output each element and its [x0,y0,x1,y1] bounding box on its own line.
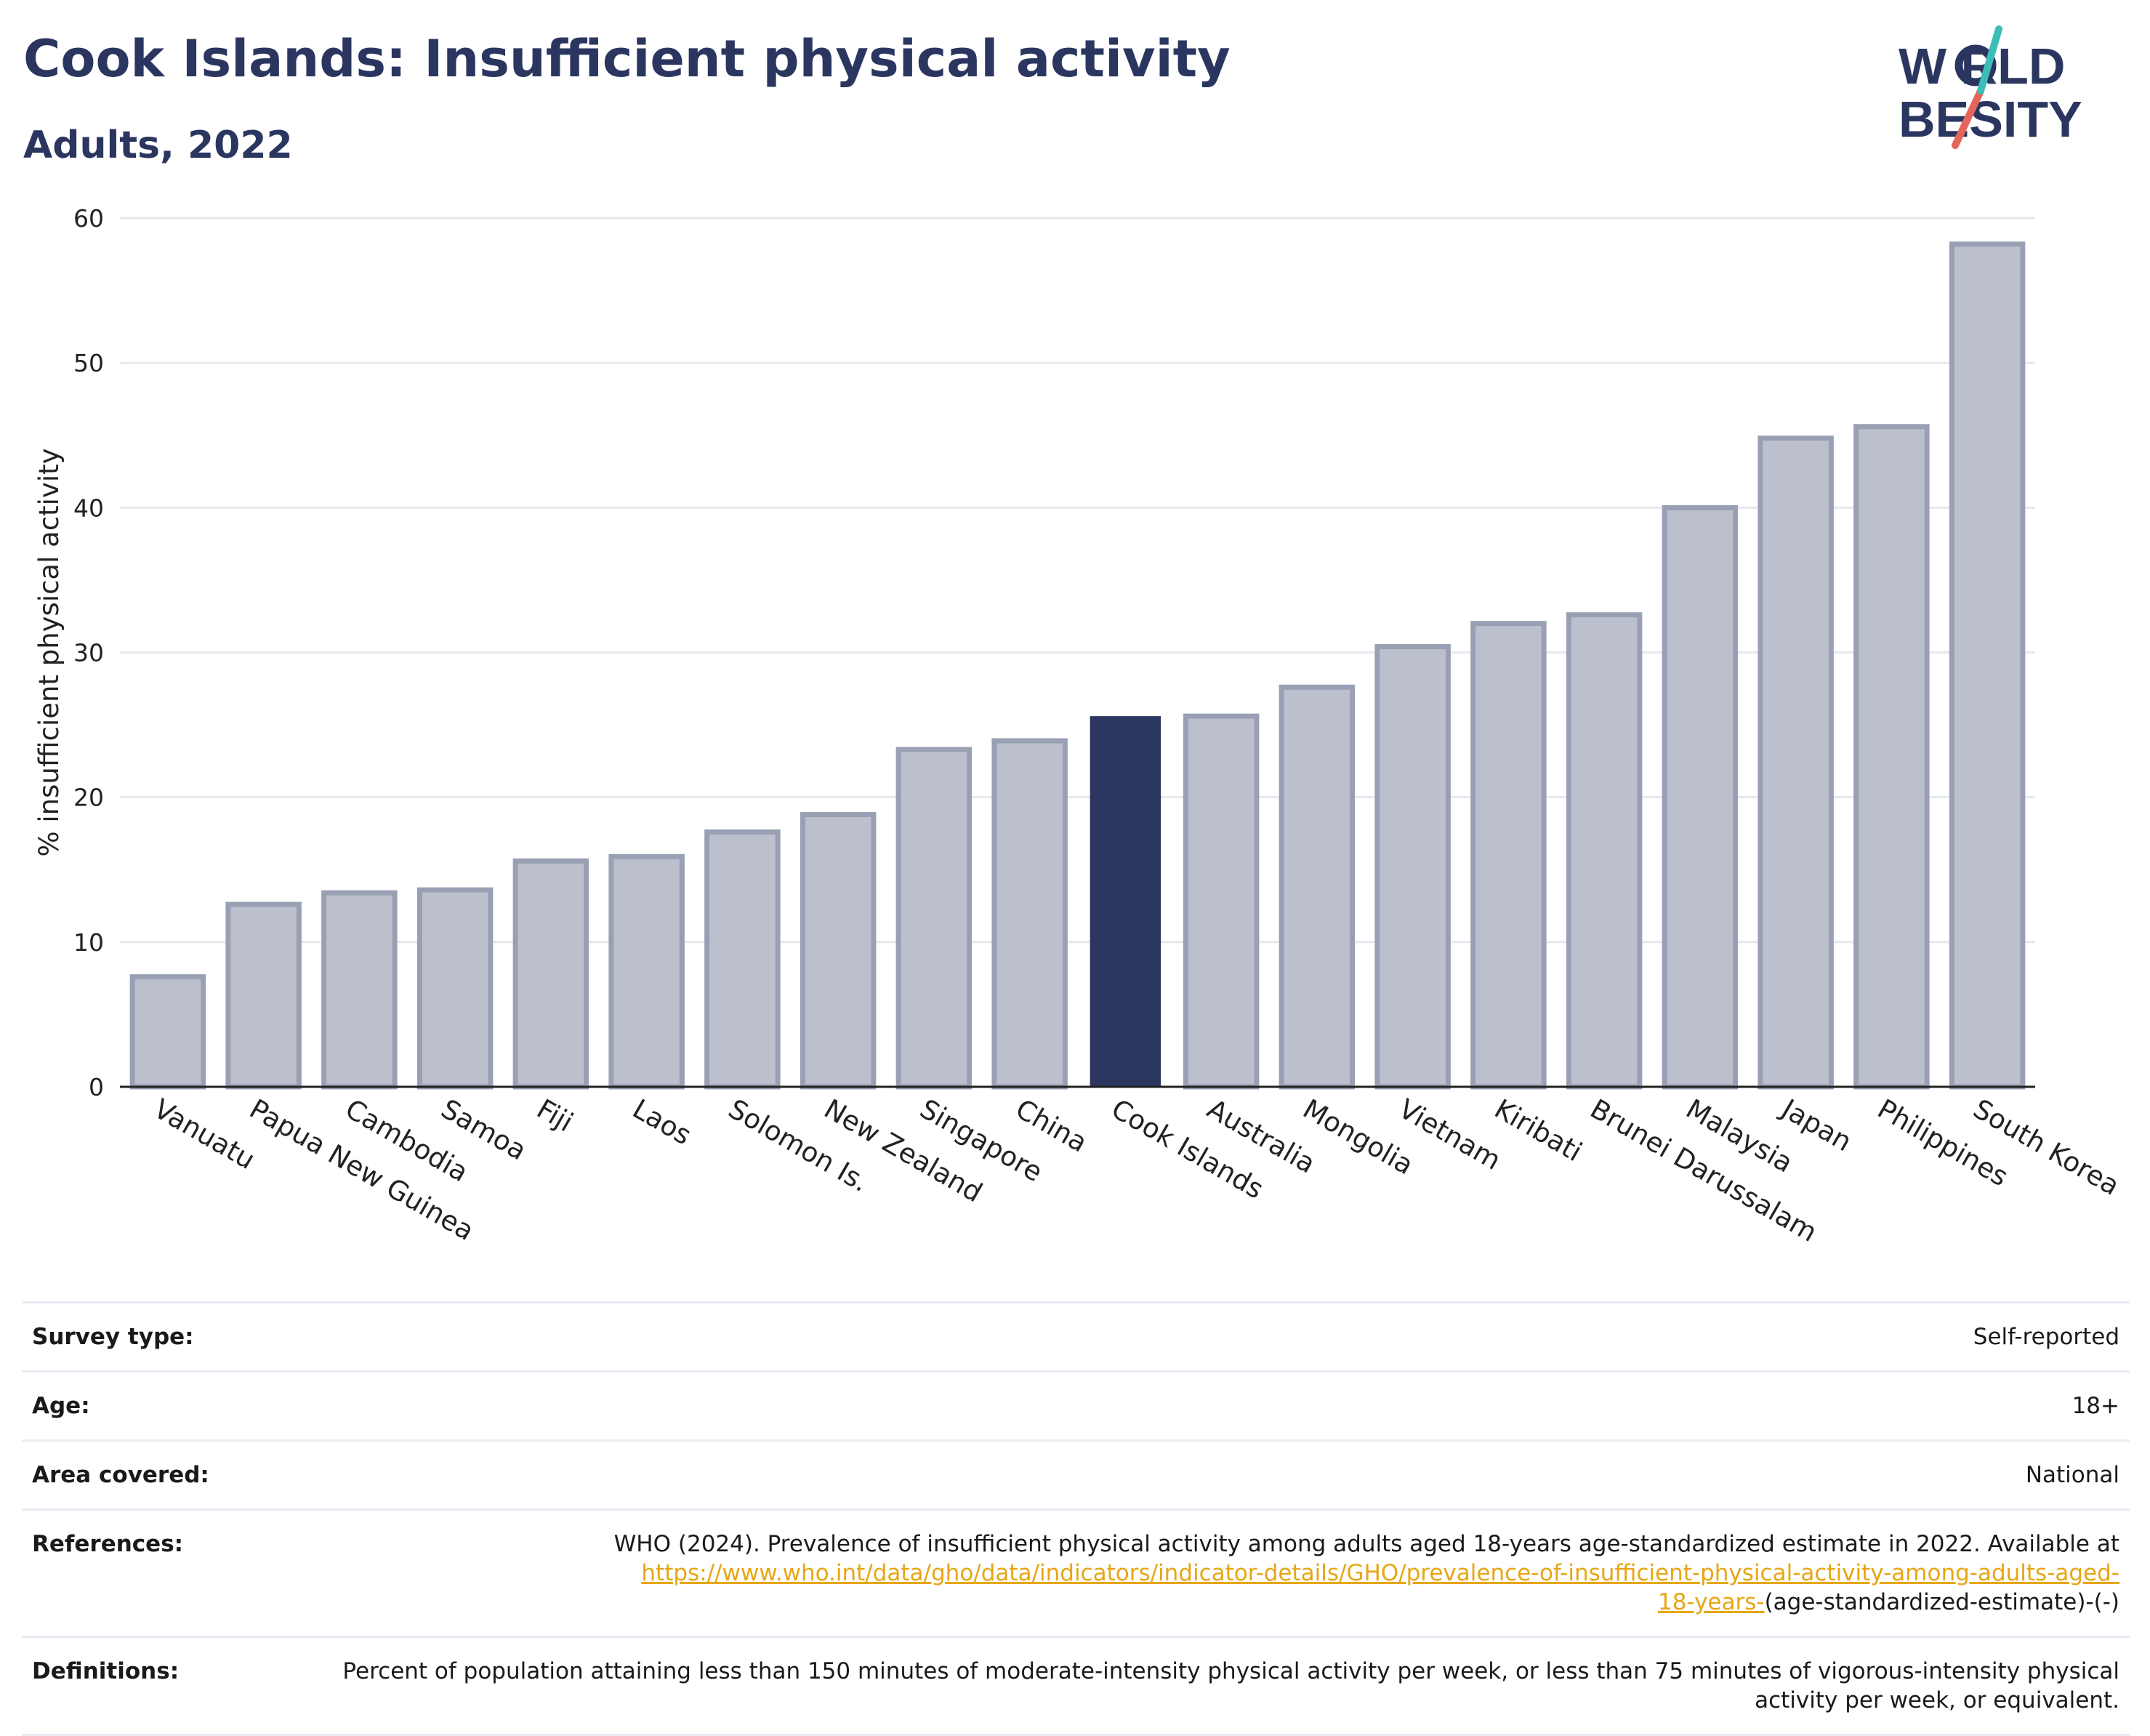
bar-papua-new-guinea [225,901,302,1090]
survey-type-value: Self-reported [260,1301,2130,1373]
x-tick-label: New Zealand [819,1093,988,1209]
page-title: Cook Islands: Insufficient physical acti… [23,29,1231,89]
info-row-area: Area covered: National [22,1439,2130,1511]
bar-vanuatu [129,974,206,1090]
references-tail: (age-standardized-estimate)-(-) [1764,1589,2119,1615]
bar-fiji [512,858,589,1090]
bar-brunei-darussalam [1566,612,1643,1090]
info-row-references: References: WHO (2024). Prevalence of in… [22,1508,2130,1638]
y-tick-label: 30 [73,639,104,667]
bar-kiribati [1470,621,1547,1090]
y-tick-label: 40 [73,494,104,522]
bar-philippines [1853,424,1930,1090]
references-label: References: [22,1508,260,1638]
age-value: 18+ [260,1370,2130,1442]
references-value: WHO (2024). Prevalence of insufficient p… [260,1508,2130,1638]
x-tick-label: Fiji [531,1093,578,1138]
logo-slash-red [1952,87,1984,149]
y-tick-label: 20 [73,784,104,812]
bar-singapore [895,747,973,1090]
bar-china [991,738,1068,1090]
y-tick-labels: 0 10 20 30 40 50 60 [73,204,104,1101]
bar-solomon-is [704,829,781,1090]
bar-laos [608,853,685,1090]
x-tick-label: Kiribati [1489,1093,1587,1168]
logo-o-mark [1954,44,1997,87]
info-row-age: Age: 18+ [22,1370,2130,1442]
bars [129,241,2026,1090]
bar-vietnam [1374,644,1451,1090]
bar-cook-islands [1090,716,1161,1087]
bar-australia [1183,713,1260,1090]
world-obesity-logo: W RLD BESITY [1897,22,2137,153]
y-tick-label: 50 [73,349,104,377]
bar-south-korea [1949,241,2026,1090]
reference-link-line1[interactable]: https://www.who.int/data/gho/data/indica… [641,1560,2119,1586]
bar-malaysia [1662,505,1739,1090]
y-tick-label: 60 [73,204,104,233]
logo-slash-teal [1977,25,2002,95]
reference-link-line2[interactable]: 18-years- [1657,1589,1765,1615]
y-axis-label: % insufficient physical activity [33,448,65,856]
info-table: Survey type: Self-reported Age: 18+ Area… [22,1301,2130,1736]
survey-type-label: Survey type: [22,1301,260,1373]
bar-new-zealand [800,812,877,1090]
logo-line2: BESITY [1899,91,2082,148]
bar-mongolia [1279,684,1356,1090]
references-text: WHO (2024). Prevalence of insufficient p… [613,1531,2119,1557]
bar-japan [1758,435,1834,1090]
info-row-survey-type: Survey type: Self-reported [22,1301,2130,1373]
definitions-label: Definitions: [22,1636,260,1736]
y-tick-label: 0 [89,1073,104,1101]
gridlines [120,217,2035,944]
y-tick-label: 10 [73,928,104,957]
info-row-definitions: Definitions: Percent of population attai… [22,1636,2130,1736]
age-label: Age: [22,1370,260,1442]
x-tick-label: Vanuatu [148,1093,260,1176]
definitions-value: Percent of population attaining less tha… [260,1636,2130,1736]
bar-samoa [416,887,494,1090]
page-subtitle: Adults, 2022 [23,124,293,167]
x-tick-label: Mongolia [1297,1093,1418,1181]
area-label: Area covered: [22,1439,260,1511]
bar-cambodia [321,890,398,1090]
area-value: National [260,1439,2130,1511]
x-tick-label: Laos [627,1093,696,1152]
